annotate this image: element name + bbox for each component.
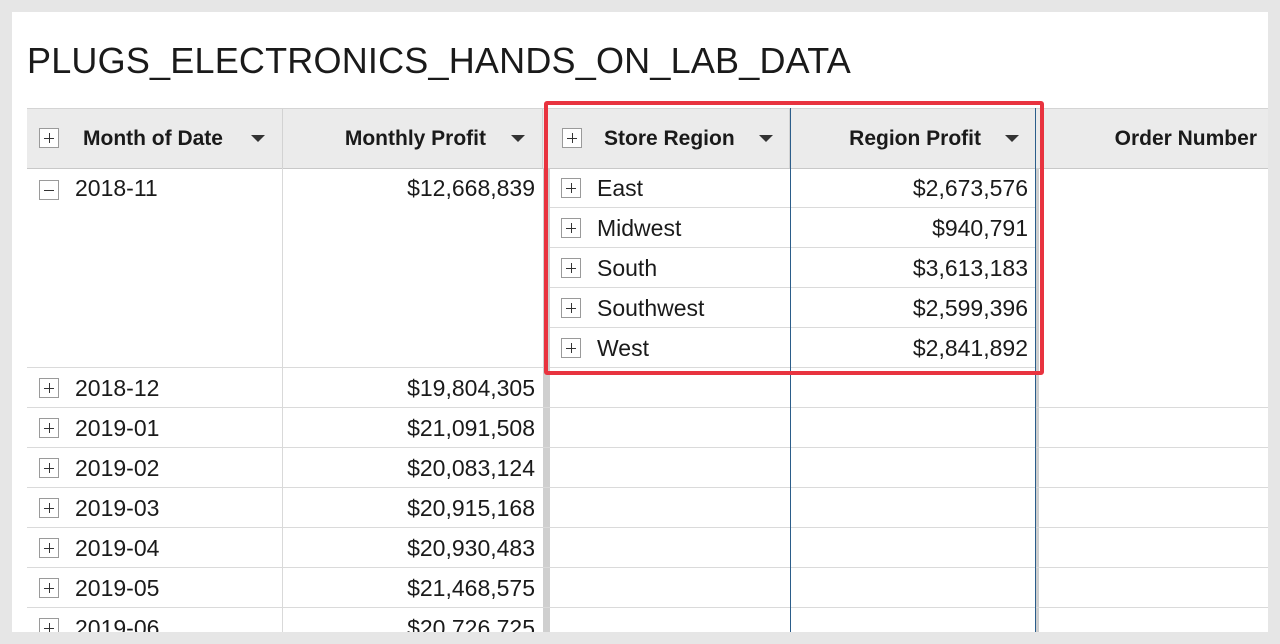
- table-row: 2019-05 $21,468,575: [27, 568, 1268, 608]
- region-profit: $3,613,183: [912, 254, 1028, 281]
- column-menu-month-icon[interactable]: [251, 135, 265, 142]
- row-divider: [27, 367, 543, 368]
- column-menu-region-profit-icon[interactable]: [1005, 135, 1019, 142]
- monthly-profit-value: $20,726,725: [407, 614, 535, 633]
- month-label: 2019-04: [75, 534, 160, 561]
- region-name: East: [597, 174, 644, 201]
- region-name: South: [597, 254, 658, 281]
- table-row: 2019-06 $20,726,725: [27, 608, 1268, 632]
- expand-month-button[interactable]: [39, 538, 59, 558]
- column-label-store-region: Store Region: [604, 126, 735, 150]
- region-name: Midwest: [597, 214, 682, 241]
- region-name: Southwest: [597, 294, 705, 321]
- list-item: East $2,673,576: [550, 168, 1036, 208]
- column-label-region-profit: Region Profit: [849, 126, 981, 150]
- column-header-store-region[interactable]: Store Region: [550, 109, 790, 168]
- monthly-profit-value: $20,930,483: [407, 534, 535, 561]
- column-label-order-number: Order Number: [1114, 126, 1257, 150]
- month-label: 2018-11: [75, 175, 158, 201]
- monthly-profit-value: $20,915,168: [407, 494, 535, 521]
- pivot-separator: [1036, 168, 1039, 632]
- expand-month-button[interactable]: [39, 498, 59, 518]
- month-label: 2019-03: [75, 494, 160, 521]
- region-profit: $940,791: [932, 214, 1028, 241]
- expand-month-button[interactable]: [39, 618, 59, 632]
- monthly-profit-value: $21,091,508: [407, 414, 535, 441]
- list-item: South $3,613,183: [550, 248, 1036, 288]
- collapse-month-button[interactable]: [39, 180, 59, 200]
- month-label: 2019-02: [75, 454, 160, 481]
- column-menu-store-region-icon[interactable]: [759, 135, 773, 142]
- region-name: West: [597, 334, 649, 361]
- table-row: 2019-01 $21,091,508: [27, 408, 1268, 448]
- column-header-month[interactable]: Month of Date: [27, 109, 283, 168]
- expand-region-button[interactable]: [561, 178, 581, 198]
- table-row: 2019-02 $20,083,124: [27, 448, 1268, 488]
- monthly-profit-value: $21,468,575: [407, 574, 535, 601]
- expand-month-button[interactable]: [39, 418, 59, 438]
- table-row: 2019-03 $20,915,168: [27, 488, 1268, 528]
- column-header-monthly-profit[interactable]: Monthly Profit: [283, 109, 543, 168]
- pivot-separator: [543, 168, 550, 632]
- list-item: Southwest $2,599,396: [550, 288, 1036, 328]
- column-divider: [282, 168, 283, 632]
- expand-month-button[interactable]: [39, 378, 59, 398]
- table-row: 2018-12 $19,804,305: [27, 368, 1268, 408]
- expand-region-button[interactable]: [561, 218, 581, 238]
- monthly-profit-value: $20,083,124: [407, 454, 535, 481]
- month-label: 2019-01: [75, 414, 160, 441]
- column-header-order-number[interactable]: Order Number: [1036, 109, 1268, 168]
- monthly-profit-value: $12,668,839: [407, 175, 535, 201]
- expand-region-button[interactable]: [561, 298, 581, 318]
- region-profit: $2,841,892: [912, 334, 1028, 361]
- month-label: 2018-12: [75, 374, 160, 401]
- expand-region-button[interactable]: [561, 338, 581, 358]
- list-item: West $2,841,892: [550, 328, 1036, 368]
- expand-region-button[interactable]: [561, 258, 581, 278]
- column-label-month: Month of Date: [83, 126, 223, 150]
- month-label: 2019-06: [75, 614, 160, 633]
- expand-month-button[interactable]: [39, 458, 59, 478]
- region-profit: $2,599,396: [912, 294, 1028, 321]
- region-profit: $2,673,576: [912, 174, 1028, 201]
- table-header: Month of Date Monthly Profit Store Regio…: [27, 108, 1268, 169]
- column-menu-monthly-profit-icon[interactable]: [511, 135, 525, 142]
- expand-all-region-button[interactable]: [562, 128, 582, 148]
- page-title: PLUGS_ELECTRONICS_HANDS_ON_LAB_DATA: [27, 40, 851, 81]
- expand-all-month-button[interactable]: [39, 128, 59, 148]
- table-row: 2019-04 $20,930,483: [27, 528, 1268, 568]
- monthly-profit-value: $19,804,305: [407, 374, 535, 401]
- column-label-monthly-profit: Monthly Profit: [344, 126, 486, 150]
- expand-month-button[interactable]: [39, 578, 59, 598]
- pivot-table-card: PLUGS_ELECTRONICS_HANDS_ON_LAB_DATA Mont…: [12, 12, 1268, 632]
- list-item: Midwest $940,791: [550, 208, 1036, 248]
- column-header-region-profit[interactable]: Region Profit: [790, 109, 1036, 168]
- month-label: 2019-05: [75, 574, 160, 601]
